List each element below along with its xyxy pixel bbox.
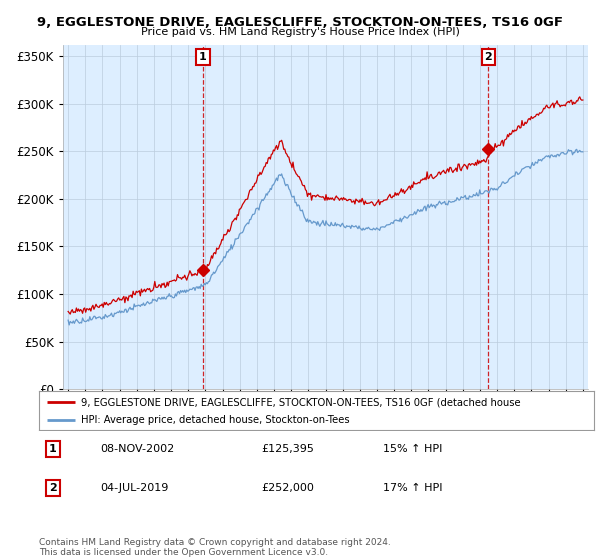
Text: 08-NOV-2002: 08-NOV-2002: [100, 444, 175, 454]
Text: 17% ↑ HPI: 17% ↑ HPI: [383, 483, 443, 493]
Text: £252,000: £252,000: [261, 483, 314, 493]
Text: HPI: Average price, detached house, Stockton-on-Tees: HPI: Average price, detached house, Stoc…: [80, 415, 349, 425]
Text: 9, EGGLESTONE DRIVE, EAGLESCLIFFE, STOCKTON-ON-TEES, TS16 0GF (detached house: 9, EGGLESTONE DRIVE, EAGLESCLIFFE, STOCK…: [80, 397, 520, 407]
Text: 1: 1: [199, 52, 207, 62]
Text: £125,395: £125,395: [261, 444, 314, 454]
Text: 04-JUL-2019: 04-JUL-2019: [100, 483, 169, 493]
Text: 2: 2: [49, 483, 57, 493]
Text: 1: 1: [49, 444, 57, 454]
Text: Contains HM Land Registry data © Crown copyright and database right 2024.
This d: Contains HM Land Registry data © Crown c…: [39, 538, 391, 557]
Text: 9, EGGLESTONE DRIVE, EAGLESCLIFFE, STOCKTON-ON-TEES, TS16 0GF: 9, EGGLESTONE DRIVE, EAGLESCLIFFE, STOCK…: [37, 16, 563, 29]
Text: Price paid vs. HM Land Registry's House Price Index (HPI): Price paid vs. HM Land Registry's House …: [140, 27, 460, 37]
Text: 2: 2: [485, 52, 493, 62]
Text: 15% ↑ HPI: 15% ↑ HPI: [383, 444, 442, 454]
